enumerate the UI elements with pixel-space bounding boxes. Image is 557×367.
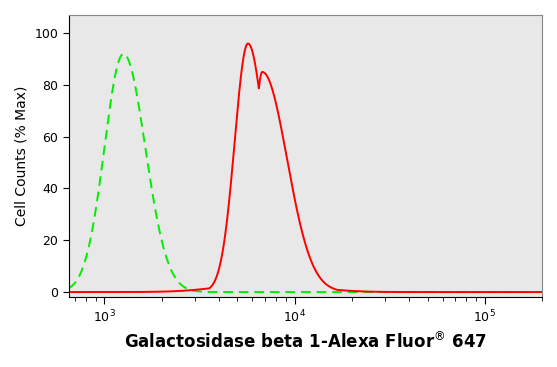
Y-axis label: Cell Counts (% Max): Cell Counts (% Max) <box>15 86 29 226</box>
X-axis label: Galactosidase beta 1-Alexa Fluor$^{\circledR}$ 647: Galactosidase beta 1-Alexa Fluor$^{\circ… <box>124 331 487 352</box>
